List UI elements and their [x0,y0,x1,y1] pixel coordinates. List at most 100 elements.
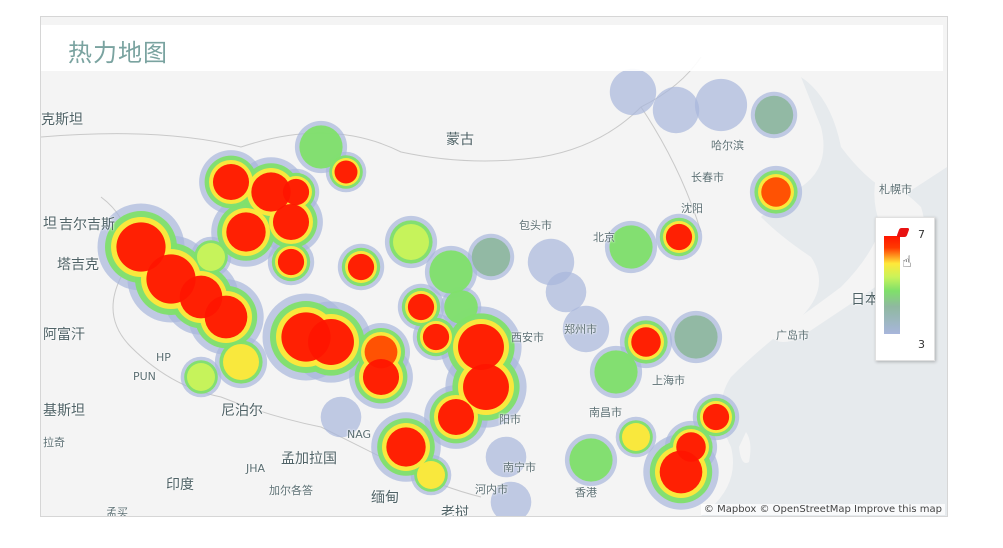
heat-legend[interactable]: ☝ 7 3 [875,217,935,361]
heat-point [364,335,398,369]
heat-map[interactable]: 热力地图 蒙古日本印度 孟加拉国缅甸 尼泊尔老挝 克斯坦吉尔吉斯塔吉克基斯坦 阿富汗 坦 哈… [40,16,948,517]
legend-max-value: 7 [918,228,925,241]
city-label: HP [156,351,171,364]
heat-point [444,290,478,324]
city-label: 河内市 [475,483,508,496]
heat-point [187,363,215,391]
country-label: 蒙古 [446,132,474,148]
heat-point [299,125,343,169]
country-label: 尼泊尔 [221,403,263,419]
heat-point [429,250,473,294]
heat-point [116,222,166,272]
korea-land [696,232,735,327]
city-label: 香港 [575,486,597,499]
city-label: 上海市 [652,374,685,387]
city-label: 包头市 [519,219,552,232]
heat-point [347,253,375,281]
country-label: 塔吉克 [57,257,99,273]
country-label: 印度 [166,477,194,493]
heat-point [485,436,527,478]
city-label: 哈尔滨 [711,139,744,152]
legend-min-value: 3 [918,338,925,351]
heat-point [674,315,718,359]
heat-point [545,271,587,313]
city-label: 阳市 [499,413,521,426]
city-label: 札幌市 [879,183,912,196]
heat-point [562,305,610,353]
map-attribution: © Mapbox © OpenStreetMap Improve this ma… [700,504,945,515]
country-label: 老挝 [441,505,469,517]
city-label: 拉奇 [43,436,65,449]
country-label: 坦 [43,216,57,232]
title-bar: 热力地图 [41,25,943,71]
legend-max-handle[interactable] [896,228,910,237]
heat-point [631,327,661,357]
heat-point [594,350,638,394]
heat-point [226,212,266,252]
legend-color-ramp [884,236,900,334]
taiwan-land [739,432,751,463]
heat-point [422,323,450,351]
country-label: 阿富汗 [43,327,85,343]
city-label: 西安市 [511,331,544,344]
map-base [41,17,947,516]
city-label: 南宁市 [503,461,536,474]
heat-point [463,364,509,410]
border-east [640,106,702,233]
city-label: 长春市 [691,171,724,184]
heat-point [609,68,657,116]
city-label: PUN [133,370,156,383]
country-label: 基斯坦 [43,403,85,419]
country-label: 缅甸 [371,490,399,506]
city-label: NAG [347,428,372,441]
heat-point [251,172,291,212]
page-title: 热力地图 [68,39,168,67]
city-label: 加尔各答 [269,484,313,497]
sea-area [701,77,947,516]
heat-point [652,86,700,134]
heat-point [320,396,362,438]
heat-point [417,461,445,489]
heat-point [212,163,250,201]
heat-point [386,427,426,467]
country-label: 吉尔吉斯 [59,217,115,233]
heat-point [458,324,504,370]
city-label: 北京 [593,231,615,244]
heat-point [609,225,653,269]
heat-point [754,95,794,135]
osm-link[interactable]: © OpenStreetMap [759,504,851,515]
country-label: 孟加拉国 [281,451,337,467]
heat-point [471,237,511,277]
heat-point [277,248,305,276]
mapbox-link[interactable]: © Mapbox [703,504,757,515]
city-label: 郑州市 [564,323,597,336]
heat-point [204,295,248,339]
heat-point [490,481,532,516]
heat-point [569,438,613,482]
heat-point [622,423,650,451]
heat-point [676,432,706,462]
heat-point [282,178,310,206]
city-label: 沈阳 [681,202,703,215]
country-label: 克斯坦 [41,112,83,128]
city-label: 孟买 [106,506,128,517]
heat-point [407,293,435,321]
heat-point [694,78,748,132]
country-label: 日本 [851,292,879,308]
heat-point [197,243,225,271]
city-label: 南昌市 [589,406,622,419]
city-label: JHA [246,462,266,475]
city-label: 广岛市 [776,329,809,342]
heat-point [702,403,730,431]
heat-point [334,160,358,184]
heat-point [761,177,791,207]
heat-layer [97,68,803,516]
improve-map-link[interactable]: Improve this map [854,504,942,515]
heat-point [437,398,475,436]
heat-point [272,203,310,241]
hand-cursor-icon[interactable]: ☝ [902,252,912,271]
heat-point [665,223,693,251]
heat-point [308,319,354,365]
heat-point [393,224,429,260]
heat-point [362,358,400,396]
